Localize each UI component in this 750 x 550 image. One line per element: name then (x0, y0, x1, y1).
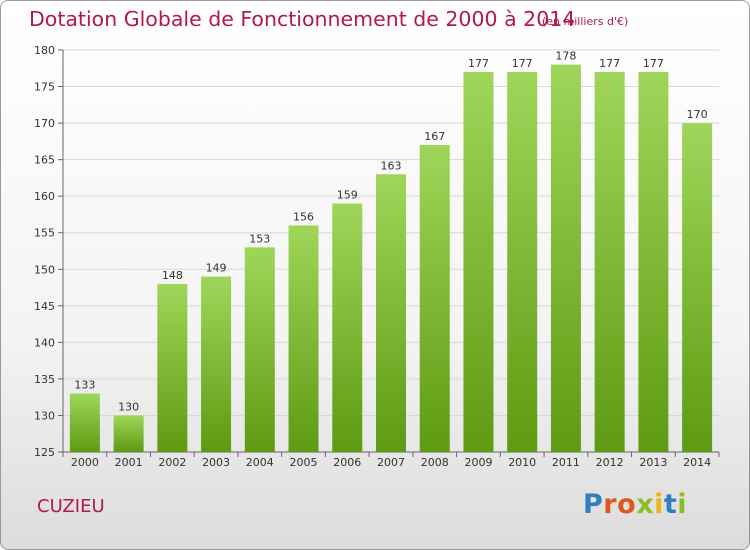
y-tick-label: 165 (34, 154, 55, 167)
y-tick-label: 130 (34, 409, 55, 422)
bar-2011 (550, 64, 581, 453)
y-tick-label: 155 (34, 227, 55, 240)
data-label-2004: 153 (249, 232, 270, 245)
data-label-2005: 156 (293, 210, 314, 223)
y-tick-label: 135 (34, 373, 55, 386)
bar-2014 (682, 123, 713, 452)
logo-letter: i (654, 489, 664, 520)
bar-2007 (376, 174, 406, 452)
x-tick-label-2002: 2002 (158, 456, 186, 469)
y-tick-label: 125 (34, 446, 55, 459)
commune-name: CUZIEU (37, 496, 105, 517)
data-label-2014: 170 (687, 108, 708, 121)
logo-letter: o (617, 489, 637, 520)
y-tick-labels: 125 130 135 140 145 150 155 160 165 170 175 180 (34, 44, 55, 459)
x-tick-label-2000: 2000 (71, 456, 99, 469)
x-tick-label-2005: 2005 (290, 456, 318, 469)
x-tick-label-2001: 2001 (115, 456, 143, 469)
data-label-2002: 148 (162, 269, 183, 282)
bar-2002 (157, 283, 188, 452)
x-tick-label-2011: 2011 (552, 456, 580, 469)
bars (69, 64, 713, 453)
bar-2004 (244, 247, 275, 452)
bar-2009 (463, 71, 494, 452)
data-label-2007: 163 (381, 159, 402, 172)
y-tick-label: 170 (34, 117, 55, 130)
chart-title: Dotation Globale de Fonctionnement de 20… (29, 7, 576, 31)
y-tick-label: 140 (34, 336, 55, 349)
data-label-2000: 133 (74, 379, 95, 392)
x-tick-label-2010: 2010 (508, 456, 536, 469)
data-label-2008: 167 (424, 130, 445, 143)
bar-2005 (288, 225, 319, 452)
data-label-2001: 130 (118, 400, 139, 413)
data-label-2011: 178 (555, 50, 576, 63)
data-label-2009: 177 (468, 57, 489, 70)
logo-letter: r (603, 489, 618, 520)
data-label-2006: 159 (337, 188, 358, 201)
data-label-2013: 177 (643, 57, 664, 70)
proxiti-logo: Proxiti (583, 489, 687, 520)
chart-unit: (en milliers d'€) (542, 15, 629, 28)
data-label-2003: 149 (206, 262, 227, 275)
y-tick-label: 150 (34, 263, 55, 276)
y-tick-label: 160 (34, 190, 55, 203)
x-tick-label-2003: 2003 (202, 456, 230, 469)
bar-2003 (201, 276, 232, 452)
logo-letter: t (663, 489, 678, 520)
x-tick-label-2006: 2006 (333, 456, 361, 469)
bar-2013 (638, 71, 669, 452)
bar-2008 (419, 145, 450, 452)
data-labels: 133 130 148 149 153 156 159 163 167 177 177 178 177 1… (74, 50, 707, 414)
x-tick-label-2007: 2007 (377, 456, 405, 469)
x-tick-label-2004: 2004 (246, 456, 274, 469)
y-tick-label: 145 (34, 300, 55, 313)
logo-letter: x (636, 489, 655, 520)
data-label-2010: 177 (512, 57, 533, 70)
x-tick-label-2012: 2012 (596, 456, 624, 469)
bar-2000 (69, 393, 100, 452)
x-tick-label-2008: 2008 (421, 456, 449, 469)
y-tick-label: 180 (34, 44, 55, 57)
x-tick-labels: 2000 2001 2002 2003 2004 2005 2006 2007 2008 2009… (62, 452, 720, 469)
bar-2006 (332, 203, 363, 452)
bar-2012 (594, 71, 625, 452)
x-tick-label-2013: 2013 (639, 456, 667, 469)
logo-letter: i (677, 489, 688, 520)
logo-letter: P (583, 489, 604, 520)
x-tick-label-2009: 2009 (464, 456, 492, 469)
x-tick-label-2014: 2014 (683, 456, 711, 469)
bar-2001 (113, 415, 144, 452)
data-label-2012: 177 (599, 57, 620, 70)
bar-2010 (507, 71, 538, 452)
y-tick-label: 175 (34, 81, 55, 94)
